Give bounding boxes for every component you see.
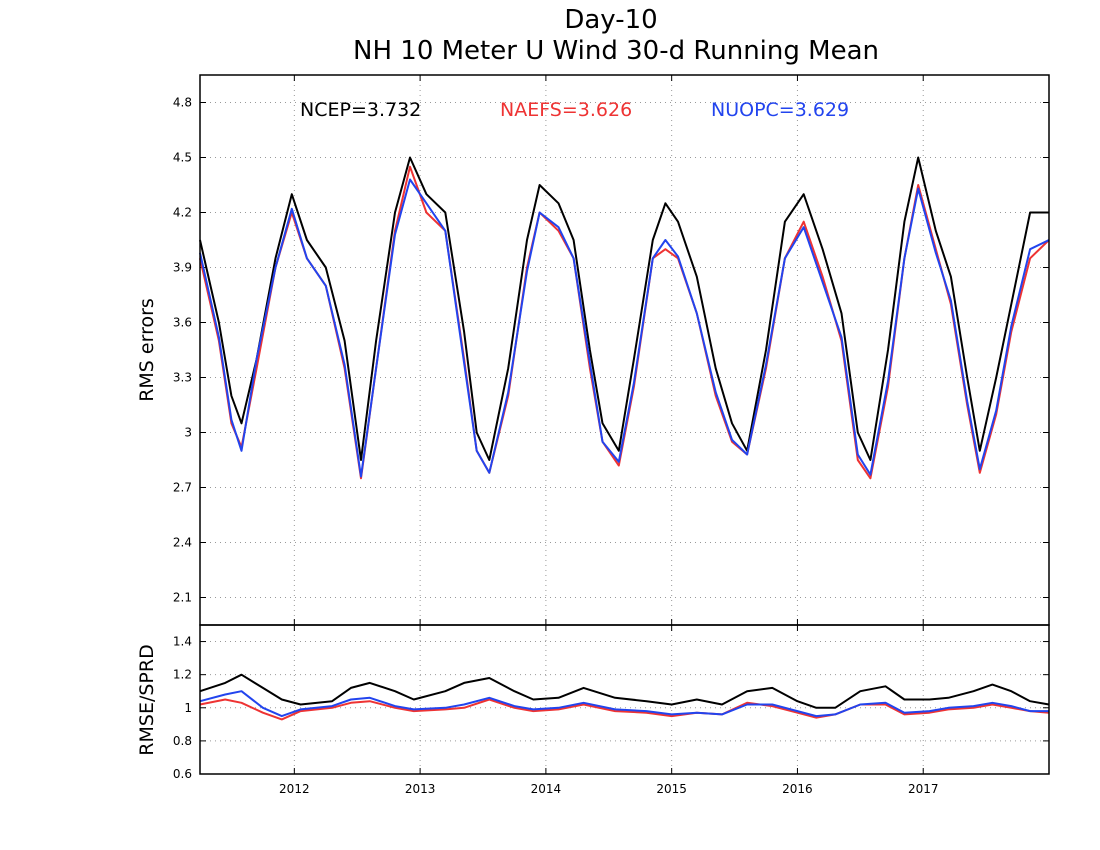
top-ytick-label: 2.1	[173, 591, 192, 605]
xtick-label: 2015	[656, 782, 687, 796]
top-ytick-label: 3.6	[173, 316, 192, 330]
top-panel-grid	[200, 75, 1049, 625]
top-ytick-label: 3	[184, 426, 192, 440]
bottom-ytick-label: 1.2	[173, 668, 192, 682]
bottom-panel-frame	[199, 624, 1050, 775]
top-ytick-label: 4.5	[173, 151, 192, 165]
chart-title: Day-10	[564, 5, 657, 35]
bottom-ytick-label: 1	[184, 701, 192, 715]
xtick-label: 2014	[531, 782, 562, 796]
bottom-ytick-label: 0.6	[173, 767, 192, 781]
chart-subtitle: NH 10 Meter U Wind 30-d Running Mean	[353, 36, 879, 66]
top-series-nuopc	[199, 178, 1050, 478]
top-panel-frame	[199, 74, 1050, 626]
annotation-ncep: NCEP=3.732	[300, 99, 421, 121]
bottom-ytick-label: 0.8	[173, 734, 192, 748]
top-ytick-label: 4.2	[173, 206, 192, 220]
bottom-series-naefs	[199, 698, 1050, 721]
top-ylabel: RMS errors	[136, 298, 158, 402]
annotation-naefs: NAEFS=3.626	[500, 99, 632, 121]
top-ytick-label: 3.3	[173, 371, 192, 385]
top-ytick-label: 4.8	[173, 96, 192, 110]
bottom-panel-ticks: 0.6 0.8 1 1.2 1.4 2012 2013 2014 2015 2016 2017	[173, 625, 1049, 796]
top-ytick-label: 2.7	[173, 481, 192, 495]
annotation-nuopc: NUOPC=3.629	[711, 99, 849, 121]
xtick-label: 2017	[908, 782, 939, 796]
top-panel-series	[199, 156, 1050, 480]
bottom-panel-series	[199, 673, 1050, 721]
xtick-label: 2013	[405, 782, 436, 796]
top-panel-ticks: 2.1 2.4 2.7 3 3.3 3.6 3.9 4.2 4.5 4.8	[173, 75, 1049, 625]
bottom-ytick-label: 1.4	[173, 635, 192, 649]
xtick-label: 2012	[279, 782, 310, 796]
top-series-ncep	[199, 156, 1049, 461]
top-ytick-label: 2.4	[173, 536, 192, 550]
bottom-series-nuopc	[199, 690, 1049, 718]
top-ytick-label: 3.9	[173, 261, 192, 275]
bottom-series-ncep	[199, 673, 1050, 709]
bottom-ylabel: RMSE/SPRD	[136, 644, 158, 755]
xtick-label: 2016	[782, 782, 813, 796]
